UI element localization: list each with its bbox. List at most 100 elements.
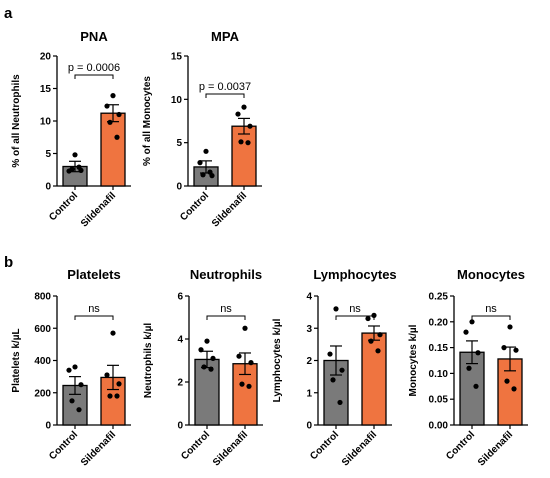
y-tick-label: 10	[171, 95, 183, 106]
data-point	[110, 330, 116, 336]
data-point	[76, 407, 82, 413]
y-axis-label: Neutrophils k/µl	[143, 323, 154, 398]
data-point	[104, 103, 110, 109]
y-tick-label: 0	[177, 421, 183, 432]
data-point	[104, 372, 110, 378]
category-label-sildenafil: Sildenafil	[476, 429, 515, 468]
data-point	[116, 111, 122, 118]
data-point	[110, 93, 116, 99]
y-tick-label: 0	[306, 421, 312, 432]
category-label-control: Control	[444, 429, 477, 462]
significance-bracket	[205, 93, 245, 98]
chart-monocytes: Monocytes Monocytes k/µl 0.00 0.05 0.10 0.15 0…	[408, 267, 528, 469]
y-axis-label: Platelets k/µL	[11, 328, 22, 392]
data-point	[238, 139, 244, 145]
data-point	[339, 367, 345, 373]
y-tick-label: 200	[34, 388, 51, 399]
category-label-control: Control	[179, 429, 212, 462]
panel-letter-b: b	[4, 254, 13, 271]
data-point	[245, 140, 251, 146]
y-tick-label: 2	[306, 356, 312, 367]
y-axis-label: Lymphocytes k/µl	[272, 318, 283, 402]
chart-lymphocytes: Lymphocytes Lymphocytes k/µl 0 1 2 3 4 ControlS…	[272, 267, 397, 469]
data-point	[207, 169, 213, 175]
data-point	[69, 398, 75, 404]
y-tick-label: 2	[177, 378, 183, 389]
bar-sildenafil	[361, 332, 387, 426]
category-label-sildenafil: Sildenafil	[79, 190, 118, 229]
data-point	[377, 332, 383, 338]
y-tick-label: 0.15	[429, 343, 449, 354]
significance-label: ns	[220, 303, 232, 315]
data-point	[69, 166, 75, 172]
y-tick-label: 0.00	[429, 421, 449, 432]
data-point	[327, 351, 333, 357]
data-point	[208, 366, 214, 372]
data-point	[241, 104, 247, 110]
y-tick-label: 0.25	[429, 292, 449, 303]
category-label-sildenafil: Sildenafil	[210, 190, 249, 229]
data-point	[246, 383, 252, 389]
data-point	[371, 312, 377, 318]
data-point	[72, 152, 78, 158]
data-point	[204, 338, 210, 344]
category-label-control: Control	[47, 429, 80, 462]
y-axis-label: Monocytes k/µl	[408, 324, 419, 396]
significance-bracket	[335, 315, 375, 320]
chart-title: Monocytes	[457, 267, 525, 282]
data-point	[114, 393, 120, 399]
data-point	[198, 347, 204, 353]
significance-bracket	[206, 315, 246, 320]
data-point	[247, 123, 253, 129]
category-label-control: Control	[178, 190, 211, 223]
significance-bracket	[471, 315, 511, 320]
data-point	[368, 338, 374, 344]
category-label-sildenafil: Sildenafil	[79, 429, 118, 468]
data-point	[501, 345, 507, 351]
y-tick-label: 0	[45, 182, 51, 193]
category-label-control: Control	[308, 429, 341, 462]
category-label-control: Control	[47, 190, 80, 223]
y-tick-label: 10	[40, 117, 52, 128]
data-point	[466, 365, 472, 371]
data-point	[248, 360, 254, 366]
data-point	[330, 377, 336, 383]
y-tick-label: 0	[45, 421, 51, 432]
y-tick-label: 20	[40, 52, 52, 63]
data-point	[203, 148, 209, 154]
y-axis-label: % of all Neutrophils	[11, 74, 22, 168]
data-point	[365, 315, 371, 322]
data-point	[375, 348, 381, 354]
data-point	[507, 324, 513, 330]
significance-bracket	[74, 74, 114, 79]
y-tick-label: 0.05	[429, 395, 449, 406]
chart-title: Platelets	[67, 267, 120, 282]
significance-bracket	[74, 315, 114, 320]
data-point	[333, 306, 339, 312]
data-point	[242, 325, 248, 331]
chart-title: Lymphocytes	[313, 267, 396, 282]
category-label-sildenafil: Sildenafil	[340, 429, 379, 468]
data-point	[114, 134, 120, 140]
category-label-sildenafil: Sildenafil	[211, 429, 250, 468]
bar-sildenafil	[231, 125, 257, 187]
y-tick-label: 15	[40, 84, 52, 95]
significance-label: p = 0.0006	[68, 62, 120, 74]
data-point	[210, 355, 216, 361]
significance-label: ns	[485, 303, 497, 315]
y-tick-label: 0.10	[429, 369, 449, 380]
data-point	[78, 382, 84, 388]
bar-sildenafil	[100, 112, 126, 187]
data-point	[511, 386, 517, 392]
data-point	[116, 381, 122, 387]
significance-label: ns	[349, 303, 361, 315]
data-point	[337, 399, 343, 406]
data-point	[235, 111, 241, 117]
panel-letter-a: a	[4, 5, 13, 22]
data-point	[197, 160, 203, 166]
y-tick-label: 0.20	[429, 317, 449, 328]
y-tick-label: 4	[177, 335, 183, 346]
chart-platelets: Platelets Platelets k/µL 0 200 400 600 800 Cont…	[11, 267, 131, 469]
data-point	[236, 353, 242, 359]
